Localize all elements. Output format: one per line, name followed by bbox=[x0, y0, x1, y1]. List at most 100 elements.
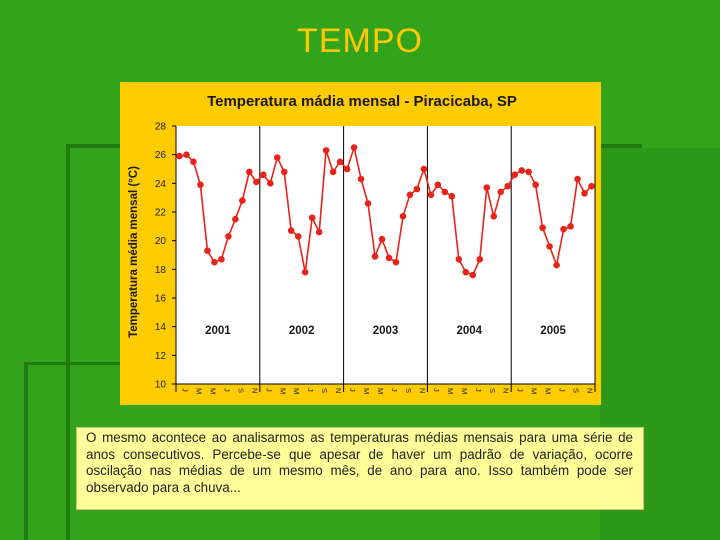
data-point bbox=[259, 171, 267, 179]
year-label: 2002 bbox=[289, 325, 315, 337]
x-tick-label: S bbox=[320, 388, 329, 393]
x-tick-label: J bbox=[348, 388, 357, 392]
x-tick-label: J bbox=[516, 388, 525, 392]
slide-title: TEMPO bbox=[297, 22, 423, 60]
data-point bbox=[225, 233, 232, 240]
data-point bbox=[399, 213, 407, 220]
data-point bbox=[581, 190, 588, 197]
background-line-bottom bbox=[24, 362, 28, 540]
x-tick-label: M bbox=[544, 388, 553, 394]
x-tick-label: J bbox=[432, 388, 441, 392]
data-point bbox=[378, 235, 386, 243]
data-point bbox=[469, 271, 477, 279]
data-point bbox=[322, 147, 330, 154]
data-point bbox=[539, 224, 546, 232]
x-tick-label: M bbox=[208, 388, 217, 394]
data-point bbox=[553, 261, 560, 269]
data-point bbox=[246, 168, 253, 176]
data-point bbox=[574, 175, 581, 183]
x-tick-label: S bbox=[488, 388, 497, 393]
x-tick-label: N bbox=[334, 388, 343, 393]
x-tick-label: M bbox=[530, 388, 539, 394]
x-tick-label: M bbox=[460, 388, 469, 394]
data-point bbox=[232, 215, 239, 223]
x-tick-label: N bbox=[586, 388, 595, 393]
data-point bbox=[476, 256, 484, 263]
data-point bbox=[266, 180, 274, 187]
x-tick-label: S bbox=[572, 388, 581, 393]
temperature-chart: Temperatura mádia mensal - Piracicaba, S… bbox=[128, 93, 596, 394]
caption-text: O mesmo acontece ao analisarmos as tempe… bbox=[76, 427, 644, 510]
data-point bbox=[497, 188, 505, 196]
data-point bbox=[518, 167, 525, 174]
data-point bbox=[190, 158, 197, 166]
data-point bbox=[483, 184, 491, 191]
chart-title: Temperatura mádia mensal - Piracicaba, S… bbox=[207, 93, 517, 110]
background-line-mid bbox=[24, 362, 124, 365]
x-tick-label: M bbox=[194, 388, 203, 394]
x-tick-label: N bbox=[418, 388, 427, 393]
x-tick-label: S bbox=[404, 388, 413, 393]
y-tick-label: 18 bbox=[155, 265, 167, 276]
data-point bbox=[329, 168, 337, 176]
y-tick-label: 26 bbox=[155, 150, 167, 161]
year-label: 2005 bbox=[540, 325, 566, 337]
data-point bbox=[197, 181, 204, 189]
data-point bbox=[448, 192, 456, 200]
data-point bbox=[546, 243, 553, 250]
x-tick-label: J bbox=[390, 388, 399, 392]
y-tick-label: 24 bbox=[155, 179, 167, 190]
data-point bbox=[253, 178, 260, 186]
year-label: 2004 bbox=[457, 325, 483, 337]
data-point bbox=[273, 154, 281, 161]
data-point bbox=[211, 258, 218, 266]
data-point bbox=[204, 247, 211, 254]
data-point bbox=[455, 256, 463, 263]
y-tick-label: 16 bbox=[155, 294, 167, 305]
y-tick-label: 22 bbox=[155, 208, 167, 219]
y-tick-label: 20 bbox=[155, 236, 167, 247]
x-tick-label: M bbox=[292, 388, 301, 394]
data-point bbox=[385, 254, 393, 262]
data-point bbox=[336, 158, 344, 166]
data-point bbox=[280, 168, 288, 176]
data-point bbox=[504, 182, 512, 190]
x-tick-label: J bbox=[474, 388, 483, 392]
background-line-left bbox=[66, 144, 70, 540]
x-tick-label: M bbox=[376, 388, 385, 394]
data-point bbox=[588, 182, 595, 190]
data-point bbox=[441, 188, 449, 196]
data-point bbox=[176, 152, 183, 160]
data-point bbox=[350, 144, 358, 151]
data-point bbox=[462, 268, 470, 276]
data-point bbox=[239, 197, 246, 204]
y-tick-label: 12 bbox=[155, 351, 167, 362]
data-point bbox=[511, 171, 518, 179]
data-point bbox=[183, 151, 190, 158]
x-tick-label: J bbox=[180, 388, 189, 392]
x-tick-label: J bbox=[558, 388, 567, 392]
x-tick-label: M bbox=[446, 388, 455, 394]
x-tick-label: J bbox=[306, 388, 315, 392]
y-axis-label: Temperatura média mensal (°C) bbox=[128, 166, 140, 338]
data-point bbox=[364, 200, 372, 207]
x-tick-label: S bbox=[236, 388, 245, 393]
data-point bbox=[413, 185, 421, 193]
data-point bbox=[567, 223, 574, 230]
x-tick-label: M bbox=[362, 388, 371, 394]
y-tick-label: 10 bbox=[155, 380, 167, 391]
year-label: 2001 bbox=[205, 325, 231, 337]
data-point bbox=[560, 225, 567, 233]
data-point bbox=[357, 175, 365, 183]
x-tick-label: N bbox=[502, 388, 511, 393]
data-point bbox=[525, 168, 532, 176]
x-tick-label: J bbox=[222, 388, 231, 392]
data-point bbox=[490, 213, 498, 220]
data-point bbox=[308, 214, 316, 222]
plot-area bbox=[176, 126, 595, 384]
y-tick-label: 28 bbox=[155, 122, 167, 133]
data-point bbox=[294, 233, 302, 240]
data-point bbox=[218, 256, 225, 263]
data-point bbox=[343, 165, 351, 173]
x-tick-label: J bbox=[264, 388, 273, 392]
